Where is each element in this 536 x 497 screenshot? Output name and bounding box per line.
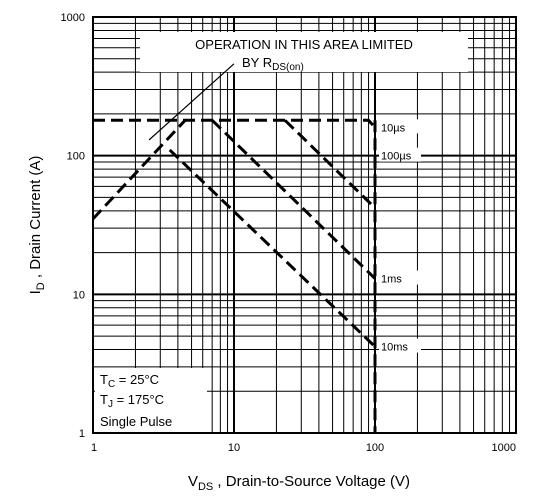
annotation-background: [140, 32, 468, 72]
condition-tj: TJ = 175°C: [100, 392, 164, 410]
y-tick-label: 1000: [61, 12, 85, 24]
series-label-background: [379, 119, 421, 134]
series-line: [168, 148, 377, 348]
y-axis-title: ID , Drain Current (A): [27, 156, 47, 295]
series-label: 1ms: [381, 274, 402, 286]
condition-tc: TC = 25°C: [100, 372, 159, 390]
x-tick-label: 10: [228, 442, 240, 454]
annotation-line2-prefix: BY R: [242, 55, 272, 70]
y-tick-label: 1: [79, 428, 85, 440]
x-tick-label: 1: [91, 442, 97, 454]
series-line: [211, 119, 377, 280]
series-line: [283, 119, 377, 209]
x-tick-label: 100: [366, 442, 384, 454]
series-label: 100µs: [381, 151, 412, 163]
series-lines: [91, 118, 377, 433]
y-tick-label: 10: [73, 289, 85, 301]
conditions-background: [95, 368, 207, 432]
y-tick-label: 100: [67, 151, 85, 163]
x-tick-label: 1000: [492, 442, 516, 454]
series-label: 10µs: [381, 122, 406, 134]
series-label-background: [379, 270, 421, 285]
series-label-background: [379, 338, 421, 353]
rds-pointer-line: [148, 63, 235, 141]
series-label-background: [379, 147, 421, 162]
series-labels: 10µs 100µs 1ms 10ms: [379, 119, 421, 354]
plot-frame: [92, 16, 517, 434]
condition-single-pulse: Single Pulse: [100, 414, 172, 429]
annotation-line2: BY RDS(on): [242, 55, 304, 73]
annotation-line2-sub: DS(on): [272, 62, 304, 73]
x-axis-title: VDS , Drain-to-Source Voltage (V): [188, 473, 410, 493]
annotation-line1: OPERATION IN THIS AREA LIMITED: [195, 37, 413, 52]
series-line: [91, 119, 187, 220]
grid-lines: [93, 17, 516, 433]
tick-labels: 1 10 100 1000 1 10 100 1000: [61, 12, 516, 454]
series-label: 10ms: [381, 342, 408, 354]
